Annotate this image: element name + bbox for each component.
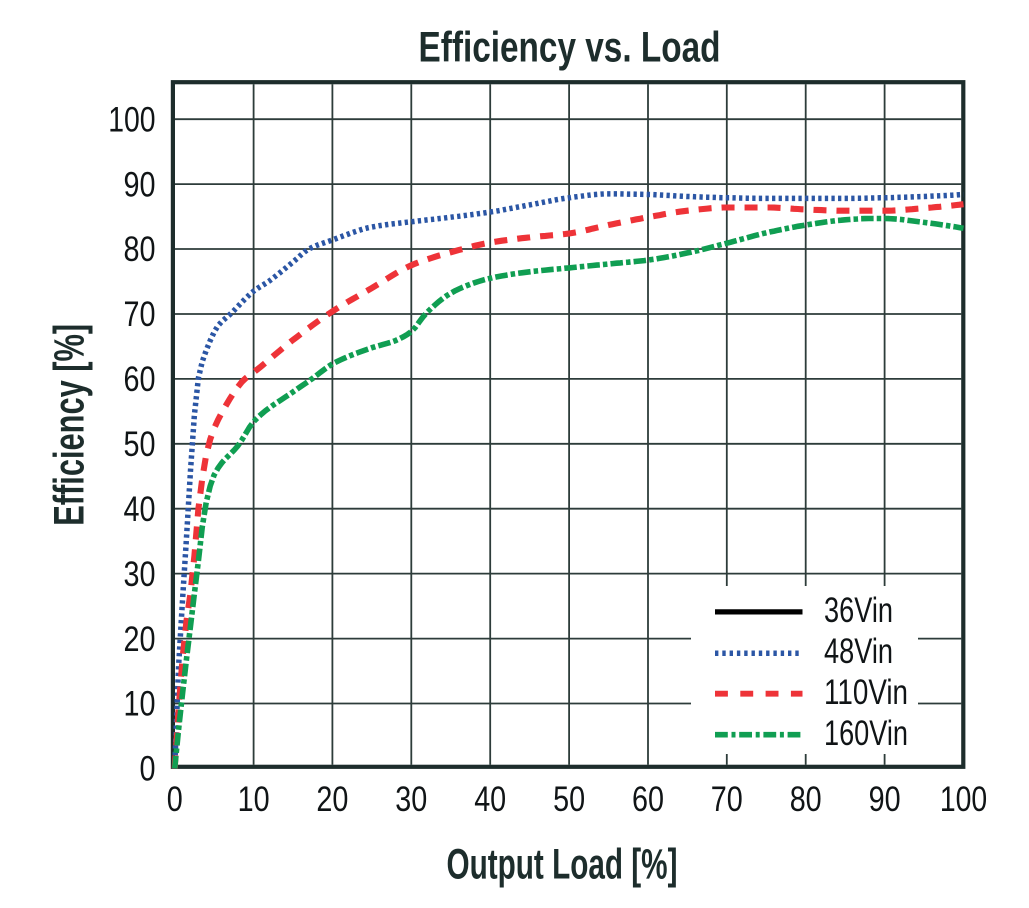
- svg-text:70: 70: [711, 780, 743, 819]
- svg-text:40: 40: [124, 490, 156, 529]
- svg-text:0: 0: [140, 750, 156, 789]
- svg-text:50: 50: [124, 425, 156, 464]
- svg-text:30: 30: [124, 555, 156, 594]
- svg-text:40: 40: [474, 780, 506, 819]
- svg-text:50: 50: [553, 780, 585, 819]
- svg-text:Output Load [%]: Output Load [%]: [447, 841, 678, 889]
- svg-text:0: 0: [167, 780, 183, 819]
- svg-text:70: 70: [124, 295, 156, 334]
- svg-text:90: 90: [869, 780, 901, 819]
- svg-text:60: 60: [632, 780, 664, 819]
- svg-text:Efficiency [%]: Efficiency [%]: [45, 324, 93, 526]
- svg-text:10: 10: [238, 780, 270, 819]
- svg-text:100: 100: [108, 100, 155, 139]
- svg-text:160Vin: 160Vin: [824, 714, 908, 753]
- svg-text:Efficiency vs. Load: Efficiency vs. Load: [419, 24, 721, 72]
- svg-text:60: 60: [124, 360, 156, 399]
- svg-text:36Vin: 36Vin: [824, 591, 893, 630]
- svg-text:110Vin: 110Vin: [824, 673, 908, 712]
- svg-text:20: 20: [316, 780, 348, 819]
- svg-text:48Vin: 48Vin: [824, 632, 893, 671]
- svg-text:80: 80: [790, 780, 822, 819]
- svg-text:90: 90: [124, 165, 156, 204]
- svg-text:100: 100: [940, 780, 987, 819]
- svg-text:20: 20: [124, 620, 156, 659]
- svg-text:30: 30: [395, 780, 427, 819]
- svg-text:10: 10: [124, 685, 156, 724]
- svg-text:80: 80: [124, 230, 156, 269]
